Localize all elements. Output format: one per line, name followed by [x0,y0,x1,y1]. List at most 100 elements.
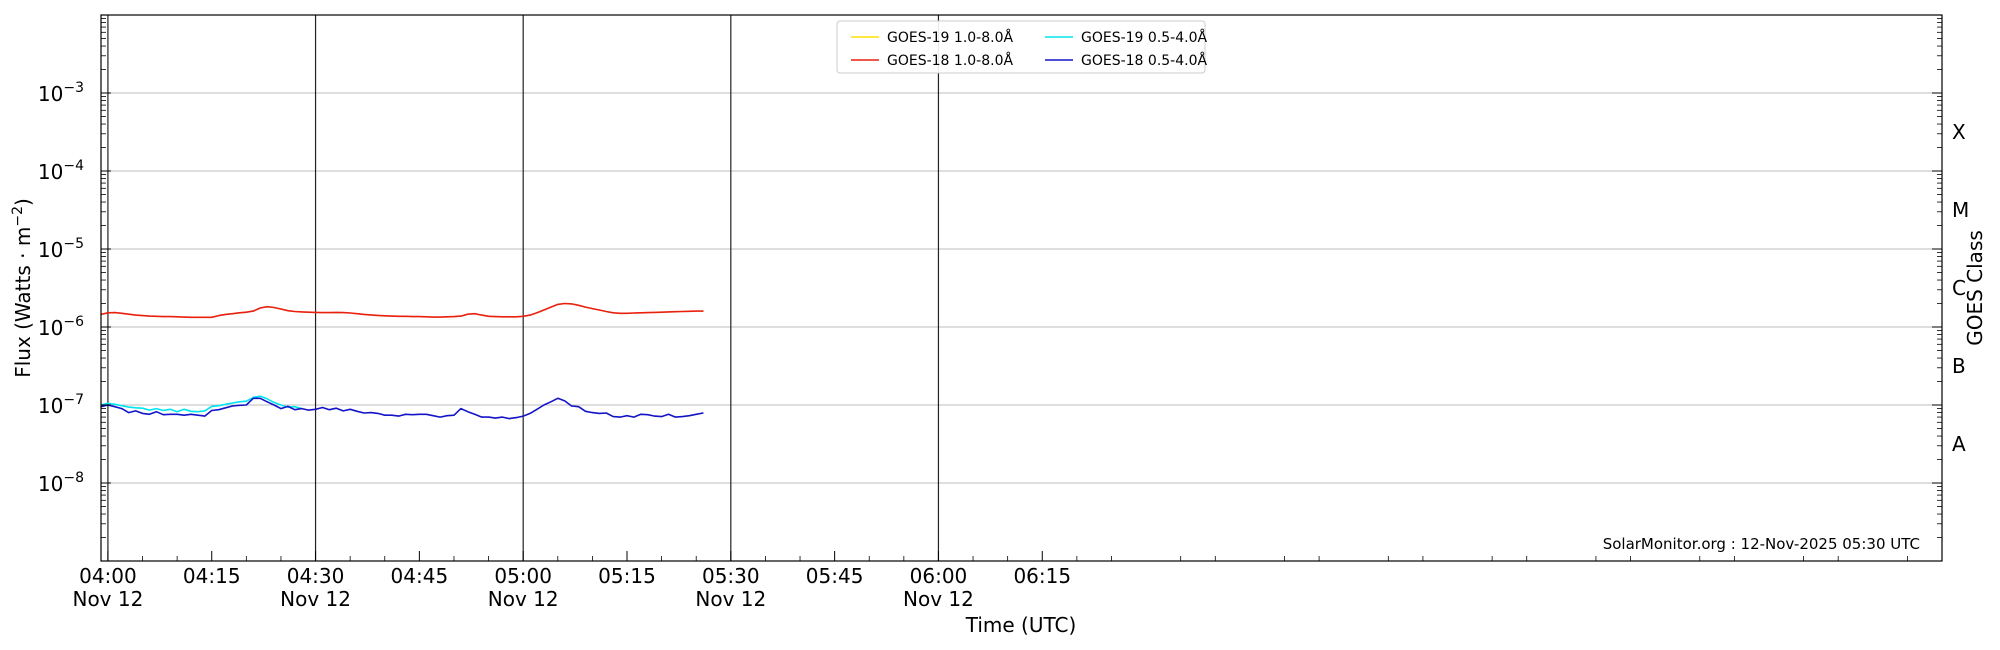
data-point [702,310,704,312]
data-point [114,312,116,314]
data-point [301,408,303,410]
data-point [370,412,372,414]
data-point [176,411,178,413]
data-point [356,410,358,412]
series-line-1 [100,302,704,319]
x-tick-time: 04:30 [287,564,345,588]
data-point [266,401,268,403]
data-point [259,395,261,397]
data-point [321,312,324,314]
y-tick-base: 10 [38,238,63,262]
data-point [218,409,220,411]
data-point [404,413,407,415]
data-point [148,315,150,317]
data-point [453,316,455,318]
data-point [633,416,635,418]
data-point [328,312,330,314]
data-point [231,402,234,404]
data-point [571,405,573,407]
data-point [688,310,690,312]
series-line-2 [100,395,302,413]
data-point [578,406,580,408]
data-point [695,413,697,415]
data-point [273,306,275,309]
data-point [508,316,510,318]
data-point [335,407,337,409]
data-point [619,312,621,314]
data-point [363,313,365,315]
data-point [197,414,199,416]
data-point [640,312,642,314]
data-point [363,412,365,414]
data-point [280,404,282,406]
data-point [245,311,247,313]
day-boundary-lines [107,15,940,561]
data-point [488,315,490,317]
data-point [225,403,227,405]
x-axis-title: Time (UTC) [965,613,1077,637]
data-point [225,313,227,315]
legend-box [836,20,1206,74]
data-point [432,415,434,417]
y-tick-label: 10−6 [38,314,84,340]
data-point [252,310,254,312]
data-point [135,407,137,409]
data-point [557,397,559,399]
data-point [135,410,137,412]
data-point [536,408,538,410]
data-point [218,315,220,317]
data-point [529,314,531,316]
series-lines [100,302,704,420]
data-point [515,417,517,419]
goes-class-label: C [1952,276,1966,300]
data-point [439,416,441,418]
data-point [121,312,123,314]
data-point [266,398,268,400]
data-point [211,405,213,407]
data-point [398,415,400,417]
legend-label: GOES-19 0.5-4.0Å [1081,29,1207,46]
data-point [481,416,483,418]
data-point [543,309,545,311]
x-tick-time: 05:30 [702,564,760,588]
goes-class-label: B [1952,354,1966,378]
data-point [225,407,227,409]
data-point [453,414,455,416]
data-point [425,413,427,415]
data-point [183,408,185,410]
data-point [162,414,164,416]
data-point [245,400,247,402]
y-tick-power: −4 [63,158,84,174]
data-point [370,314,372,316]
data-point [204,410,206,412]
x-tick-date: Nov 12 [488,587,559,611]
data-point [197,316,199,318]
plot-frame [100,14,1943,562]
data-point [107,312,109,314]
goes-class-labels: A B C M X [1952,120,1969,456]
data-point [315,311,317,313]
data-point [211,316,213,318]
data-point [626,312,628,314]
data-point [169,413,171,415]
data-point [446,316,448,318]
data-point [107,402,109,404]
data-point [148,413,150,415]
data-point [245,404,247,406]
data-point [259,397,261,399]
y-tick-power: −6 [63,314,84,330]
x-tick-date: Nov 12 [903,587,974,611]
data-point [280,308,282,310]
data-point [342,312,344,314]
y-tick-label: 10−5 [38,236,84,262]
x-tick-date: Nov 12 [280,587,351,611]
legend-label: GOES-18 0.5-4.0Å [1081,52,1207,69]
data-point [135,314,137,316]
data-point [141,412,144,414]
data-point [674,416,677,418]
data-point [647,414,649,416]
data-point [418,316,420,318]
data-point [197,411,199,413]
legend-label: GOES-19 1.0-8.0Å [887,29,1013,46]
data-point [218,405,220,407]
